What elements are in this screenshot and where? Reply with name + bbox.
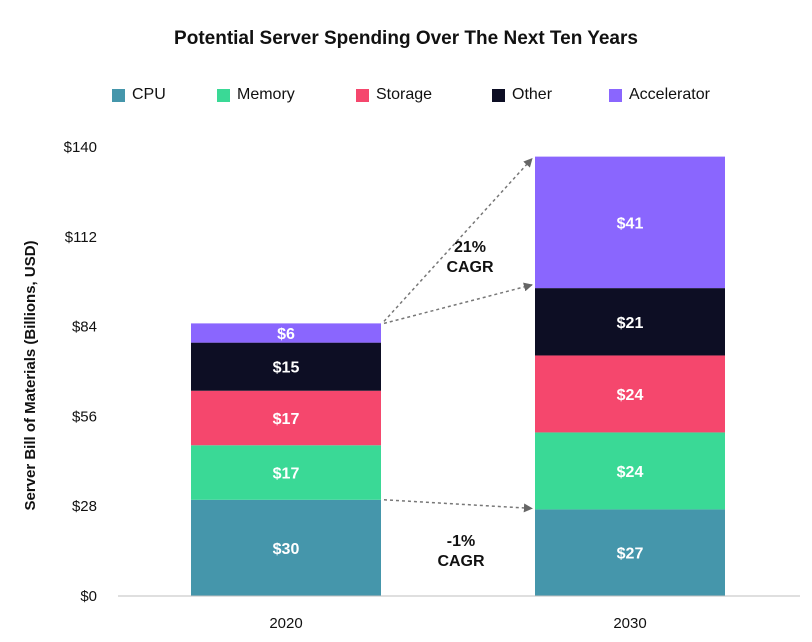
bar-segment-storage-2030 bbox=[535, 355, 725, 433]
legend-item-accelerator: Accelerator bbox=[609, 86, 710, 104]
data-label: $6 bbox=[277, 326, 295, 343]
data-label: $27 bbox=[617, 546, 644, 563]
data-label: $17 bbox=[273, 466, 300, 483]
trend-arrow-other bbox=[383, 282, 533, 325]
y-tick-label: $84 bbox=[72, 319, 97, 336]
data-label: $21 bbox=[617, 315, 644, 332]
legend-swatch bbox=[217, 88, 230, 102]
legend: CPU Memory Storage Other Accelerator bbox=[0, 86, 812, 108]
chart-title: Potential Server Spending Over The Next … bbox=[174, 28, 638, 49]
legend-label: Other bbox=[512, 86, 553, 103]
y-tick-label: $56 bbox=[72, 408, 97, 425]
x-tick-label: 2020 bbox=[269, 615, 302, 632]
legend-label: Memory bbox=[237, 86, 295, 103]
legend-item-memory: Memory bbox=[217, 86, 295, 104]
legend-swatch bbox=[356, 88, 369, 102]
data-label: $24 bbox=[617, 464, 644, 481]
cagr-annotation: CAGR bbox=[446, 259, 494, 276]
legend-label: CPU bbox=[132, 86, 166, 103]
bar-segment-cpu-2020 bbox=[191, 499, 381, 596]
data-label: $15 bbox=[273, 360, 300, 377]
data-label: $24 bbox=[617, 387, 644, 404]
bar-segment-memory-2020 bbox=[191, 445, 381, 500]
bar-segment-cpu-2030 bbox=[535, 509, 725, 596]
cagr-annotation: -1% bbox=[447, 533, 475, 550]
data-label: $41 bbox=[617, 215, 644, 232]
bar-segment-accelerator-2030 bbox=[535, 156, 725, 289]
y-tick-label: $28 bbox=[72, 498, 97, 515]
legend-item-storage: Storage bbox=[356, 86, 432, 104]
bar-segment-memory-2030 bbox=[535, 432, 725, 510]
y-tick-label: $140 bbox=[64, 139, 97, 156]
y-tick-label: $112 bbox=[65, 229, 97, 246]
legend-swatch bbox=[492, 88, 505, 102]
y-tick-label: $0 bbox=[80, 588, 97, 605]
cagr-annotation: CAGR bbox=[437, 553, 485, 570]
legend-item-cpu: CPU bbox=[112, 86, 166, 104]
bar-segment-storage-2020 bbox=[191, 390, 381, 446]
legend-label: Storage bbox=[376, 86, 433, 103]
trend-arrow-cpu bbox=[383, 499, 533, 513]
bar-segment-other-2030 bbox=[535, 288, 725, 356]
bar-segment-accelerator-2020 bbox=[191, 323, 381, 343]
bar-segment-other-2020 bbox=[191, 342, 381, 391]
y-axis-label: Server Bill of Materials (Billions, USD) bbox=[22, 240, 39, 510]
data-label: $17 bbox=[273, 411, 300, 428]
data-label: $30 bbox=[273, 541, 300, 558]
cagr-annotation: 21% bbox=[454, 239, 486, 256]
x-tick-label: 2030 bbox=[613, 615, 646, 632]
legend-label: Accelerator bbox=[629, 86, 710, 103]
legend-swatch bbox=[112, 88, 125, 102]
legend-item-other: Other bbox=[492, 86, 552, 104]
trend-arrow-top bbox=[383, 157, 533, 322]
legend-swatch bbox=[609, 88, 622, 102]
